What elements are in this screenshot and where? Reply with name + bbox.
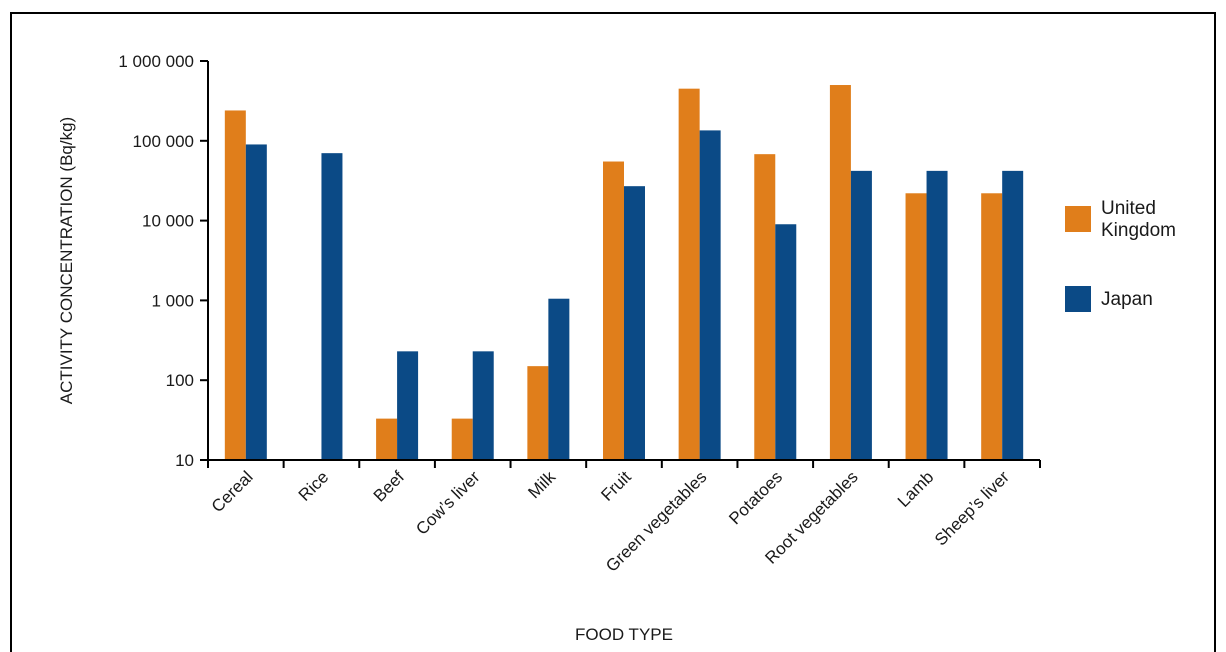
bar-united-kingdom xyxy=(829,85,851,461)
x-ticks: Cereal Rice Beef Cow’s liver Milk FruitGreen … xyxy=(207,460,1041,576)
bar-japan xyxy=(1002,170,1024,461)
y-ticks: 10 100 1 000 10 000 100 000 1 000 000 xyxy=(118,52,208,470)
bar-japan xyxy=(775,224,797,460)
chart-frame xyxy=(10,12,1216,652)
y-axis-title: ACTIVITY CONCENTRATION (Bq/kg) xyxy=(57,117,76,404)
y-tick-label: 10 000 xyxy=(142,212,194,231)
category-label: Cereal xyxy=(208,467,257,516)
bar-japan xyxy=(397,351,419,460)
category-label: Rice xyxy=(295,467,332,504)
bar-united-kingdom xyxy=(754,154,776,461)
bar-japan xyxy=(699,130,721,461)
bar-japan xyxy=(624,186,645,460)
bars-layer xyxy=(224,85,1024,461)
bar-japan xyxy=(850,170,872,461)
bar-japan xyxy=(321,153,343,460)
category-label: Sheep’s liver xyxy=(931,467,1013,549)
y-tick-label: 100 000 xyxy=(133,132,194,151)
y-tick-label: 100 xyxy=(166,371,194,390)
legend-swatch xyxy=(1065,206,1091,232)
legend-label: United xyxy=(1101,198,1156,219)
x-axis-title: FOOD TYPE xyxy=(575,625,673,644)
y-tick-label: 1 000 xyxy=(151,291,194,310)
bar-japan xyxy=(926,170,948,461)
y-tick-label: 1 000 000 xyxy=(118,52,194,71)
category-label: Fruit xyxy=(597,467,635,505)
bar-japan xyxy=(472,351,494,460)
bar-united-kingdom xyxy=(905,193,927,461)
category-label: Lamb xyxy=(894,467,938,511)
category-label: Beef xyxy=(370,467,408,505)
bar-united-kingdom xyxy=(678,88,700,460)
bar-united-kingdom xyxy=(981,193,1003,461)
legend-swatch xyxy=(1065,286,1091,312)
bar-united-kingdom xyxy=(527,366,549,460)
legend-label: Japan xyxy=(1101,289,1153,310)
bar-united-kingdom xyxy=(603,161,624,461)
bar-united-kingdom xyxy=(224,110,246,461)
y-tick-label: 10 xyxy=(175,451,194,470)
category-label: Cow’s liver xyxy=(412,467,484,539)
category-label: Milk xyxy=(524,467,559,502)
category-label: Potatoes xyxy=(725,467,786,528)
bar-japan xyxy=(245,144,267,460)
bar-united-kingdom xyxy=(451,418,473,460)
axes-layer xyxy=(207,61,1040,461)
bar-united-kingdom xyxy=(376,418,398,460)
legend-label: Kingdom xyxy=(1101,220,1176,241)
bar-japan xyxy=(548,298,570,460)
